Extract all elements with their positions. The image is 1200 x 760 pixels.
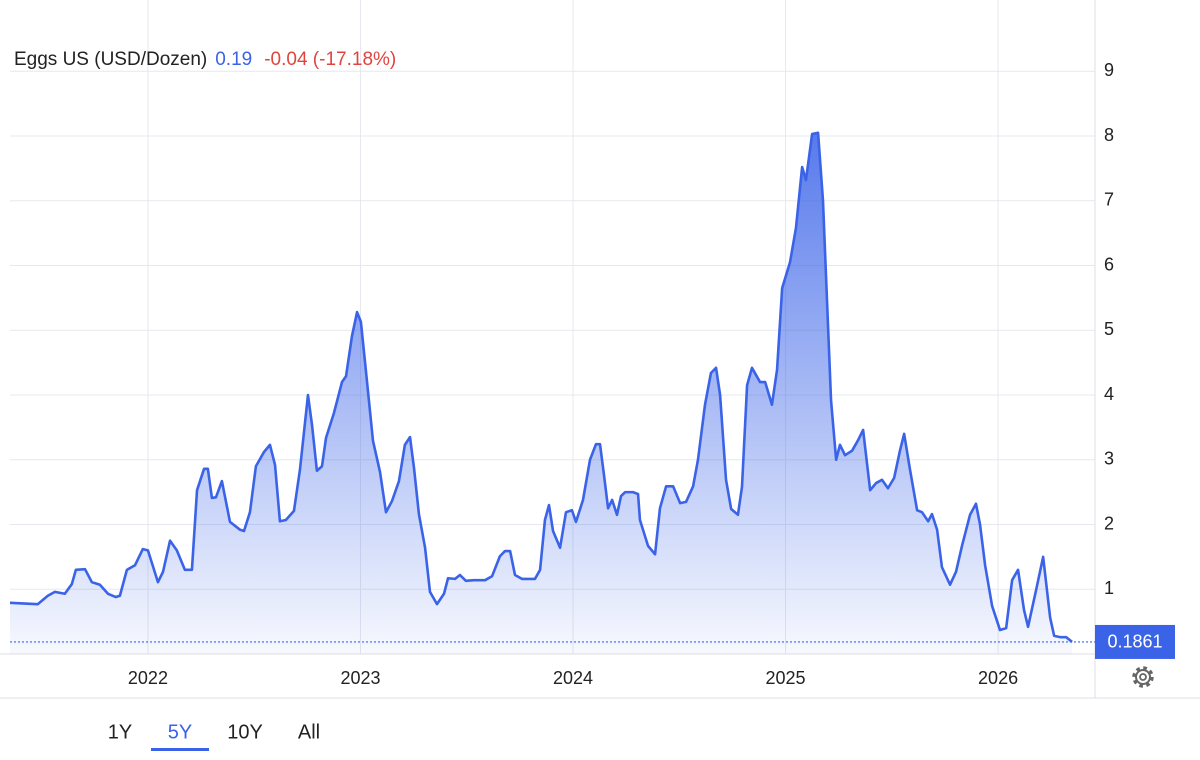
x-tick-label: 2022 (128, 668, 168, 688)
area-fill (10, 132, 1073, 654)
y-tick-label: 4 (1104, 384, 1114, 404)
y-tick-label: 3 (1104, 449, 1114, 469)
gear-teeth (1132, 666, 1154, 688)
last-value-label: 0.1861 (1107, 632, 1162, 652)
last-value-box (1095, 624, 1175, 659)
range-button[interactable]: 10Y (227, 721, 263, 743)
x-tick-label: 2023 (340, 668, 380, 688)
settings-button[interactable] (1132, 666, 1154, 688)
line (9, 131, 1073, 643)
change: -0.04 (-17.18%) (264, 49, 396, 70)
y-tick-label: 8 (1104, 125, 1114, 145)
x-tick-label: 2025 (766, 668, 806, 688)
axis-layer: 1 2 3 4 5 6 7 8 9 2022 2023 2024 2025 2026 0.1861 (128, 60, 1175, 688)
y-tick-label: 9 (1104, 60, 1114, 80)
chart-header: Eggs US (USD/Dozen) 0.19 -0.04 (-17.18%) (14, 49, 396, 70)
range-buttons: 1Y 5Y 10Y All (108, 721, 320, 751)
y-tick-label: 5 (1104, 319, 1114, 339)
y-tick-label: 1 (1104, 578, 1114, 598)
y-tick-label: 6 (1104, 254, 1114, 274)
data-layer (9, 131, 1095, 654)
gear-hub (1139, 673, 1147, 681)
chart-title: Eggs US (USD/Dozen) (14, 49, 207, 70)
y-tick-label: 7 (1104, 190, 1114, 210)
range-button[interactable]: 5Y (168, 721, 192, 743)
y-tick-label: 2 (1104, 513, 1114, 533)
selected-indicator (151, 748, 209, 751)
x-tick-label: 2024 (553, 668, 593, 688)
price: 0.19 (215, 49, 252, 70)
range-button[interactable]: 1Y (108, 721, 132, 743)
range-button[interactable]: All (298, 721, 320, 743)
gear-ring (1135, 669, 1151, 685)
x-tick-label: 2026 (978, 668, 1018, 688)
